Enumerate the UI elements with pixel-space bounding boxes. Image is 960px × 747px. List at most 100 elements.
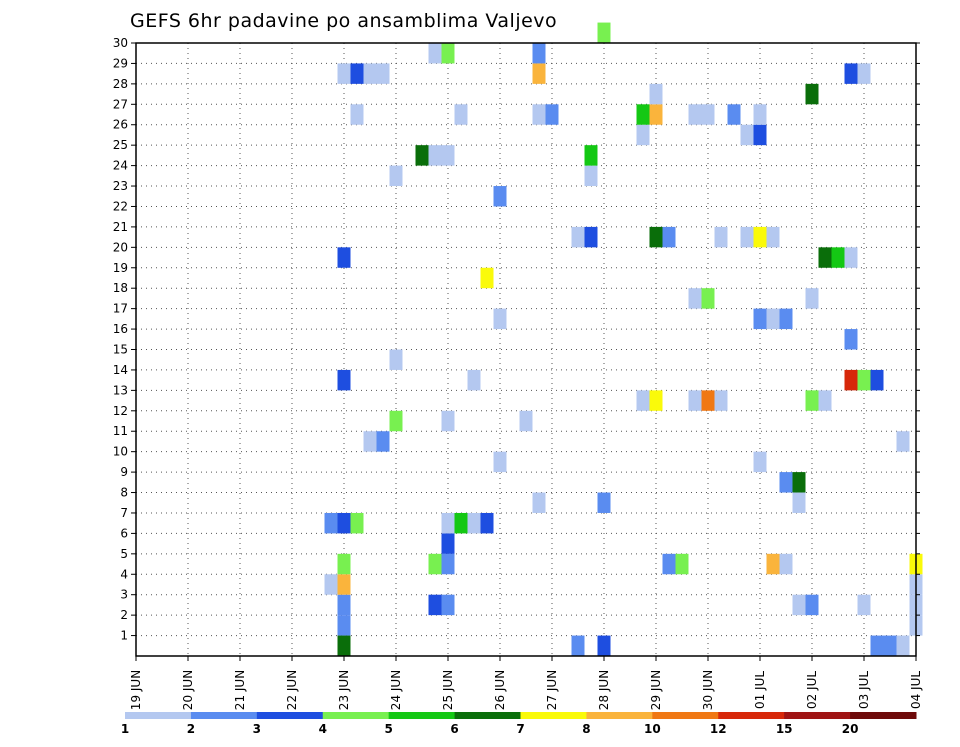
heatmap-cell (480, 267, 494, 289)
heatmap-cell (805, 594, 819, 616)
y-tick-label: 21 (113, 220, 128, 234)
heatmap-cell (779, 308, 793, 330)
x-axis-ticks: 19 JUN 20 JUN 21 JUN 22 JUN 23 JUN 24 JUN 25 J… (129, 656, 923, 710)
heatmap-cell (805, 83, 819, 105)
heatmap-cell (649, 226, 663, 248)
heatmap-cell (584, 145, 598, 166)
x-tick-label: 26 JUN (493, 670, 507, 710)
heatmap-cell (337, 594, 351, 616)
y-axis-ticks: 1234567891011121314151617181920212223242… (113, 36, 920, 643)
heatmap-cell (792, 472, 806, 493)
heatmap-cell (818, 247, 832, 268)
legend-label: 1 (121, 722, 129, 736)
heatmap-cell (532, 43, 546, 64)
legend-swatch (850, 712, 917, 719)
legend-swatch (190, 712, 258, 719)
heatmap-cell (532, 63, 546, 84)
heatmap-cell (376, 63, 390, 84)
x-tick-label: 24 JUN (389, 670, 403, 710)
heatmap-cell (428, 594, 442, 616)
x-tick-label: 04 JUL (909, 671, 923, 709)
heatmap-cell (766, 308, 780, 330)
y-tick-label: 27 (113, 97, 128, 111)
heatmap-cell (493, 451, 507, 473)
y-tick-label: 12 (113, 404, 128, 418)
heatmap-cell (844, 369, 858, 391)
legend-label: 7 (516, 722, 524, 736)
heatmap-cell (415, 145, 429, 166)
x-tick-label: 30 JUN (701, 670, 715, 710)
y-tick-label: 17 (113, 302, 128, 316)
heatmap-cell (662, 226, 676, 248)
heatmap-cell (675, 553, 689, 575)
heatmap-cell (779, 472, 793, 493)
heatmap-cell (441, 512, 455, 534)
heatmap-cell (519, 410, 533, 432)
legend-label: 4 (319, 722, 327, 736)
legend-label: 6 (450, 722, 458, 736)
legend-swatch (388, 712, 456, 719)
legend-label: 2 (187, 722, 195, 736)
x-tick-label: 28 JUN (597, 670, 611, 710)
heatmap-cell (337, 63, 351, 84)
legend-swatch (586, 712, 653, 719)
heatmap-cells (324, 22, 923, 656)
heatmap-cell (688, 104, 702, 125)
legend-swatch (454, 712, 521, 719)
heatmap-cell (532, 104, 546, 125)
y-tick-label: 22 (113, 199, 128, 213)
heatmap-cell (688, 288, 702, 309)
heatmap-cell (337, 512, 351, 534)
legend-swatch (718, 712, 785, 719)
heatmap-cell (441, 553, 455, 575)
heatmap-cell (493, 308, 507, 330)
heatmap-cell (740, 226, 754, 248)
heatmap-cell (597, 492, 611, 513)
y-tick-label: 4 (120, 567, 128, 581)
heatmap-cell (597, 635, 611, 656)
heatmap-cell (337, 247, 351, 268)
y-tick-label: 14 (113, 363, 128, 377)
y-tick-label: 24 (113, 159, 128, 173)
y-tick-label: 13 (113, 383, 128, 397)
heatmap-cell (896, 635, 910, 656)
heatmap-cell (870, 369, 884, 391)
heatmap-cell (584, 226, 598, 248)
y-tick-label: 1 (120, 629, 128, 643)
y-tick-label: 2 (120, 608, 128, 622)
y-tick-label: 3 (120, 588, 128, 602)
legend-swatch (256, 712, 324, 719)
heatmap-cell (701, 104, 715, 125)
heatmap-cell (584, 165, 598, 187)
heatmap-cell (545, 104, 559, 125)
heatmap-cell (740, 124, 754, 146)
heatmap-cell (649, 104, 663, 125)
heatmap-cell (350, 104, 364, 125)
heatmap-cell (389, 349, 403, 370)
x-tick-label: 02 JUL (805, 671, 819, 709)
heatmap-cell (636, 104, 650, 125)
y-tick-label: 18 (113, 281, 128, 295)
heatmap-cell (428, 553, 442, 575)
heatmap-cell (493, 186, 507, 207)
y-tick-label: 16 (113, 322, 128, 336)
heatmap-cell (428, 43, 442, 64)
heatmap-cell (636, 390, 650, 411)
heatmap-cell (753, 226, 767, 248)
heatmap-cell (844, 63, 858, 84)
y-tick-label: 15 (113, 343, 128, 357)
x-tick-label: 20 JUN (181, 670, 195, 710)
heatmap-cell (766, 553, 780, 575)
y-tick-label: 29 (113, 56, 128, 70)
grid-lines (136, 43, 916, 656)
heatmap-cell (792, 492, 806, 513)
x-tick-label: 23 JUN (337, 670, 351, 710)
heatmap-cell (441, 145, 455, 166)
heatmap-cell (337, 369, 351, 391)
chart-title: GEFS 6hr padavine po ansamblima Valjevo (130, 10, 557, 32)
heatmap-cell (454, 512, 468, 534)
legend-label: 15 (776, 722, 793, 736)
legend-label: 10 (644, 722, 661, 736)
